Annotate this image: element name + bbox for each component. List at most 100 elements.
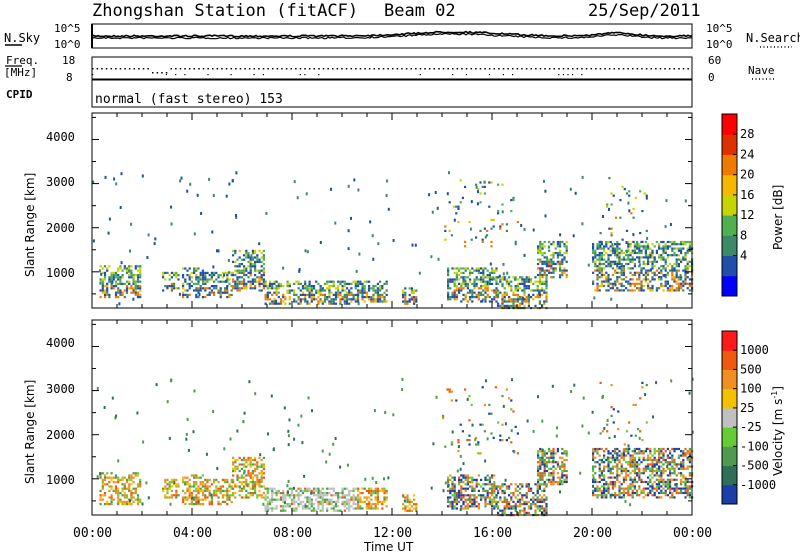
- scatter-cell: [541, 293, 544, 296]
- scatter-cell: [136, 291, 140, 294]
- scatter-cell: [495, 485, 498, 488]
- scatter-cell: [669, 289, 672, 292]
- scatter-cell: [364, 477, 367, 481]
- scatter-cell: [484, 280, 487, 283]
- scatter-cell: [275, 494, 278, 497]
- x-tick-label: 16:00: [473, 526, 512, 541]
- scatter-cell: [262, 271, 265, 274]
- scatter-cell: [464, 489, 467, 492]
- scatter-cell: [217, 503, 220, 506]
- scatter-cell: [644, 247, 647, 250]
- scatter-cell: [644, 487, 647, 490]
- scatter-cell: [642, 496, 645, 499]
- scatter-cell: [547, 245, 550, 249]
- scatter-cell: [651, 472, 654, 475]
- scatter-cell: [381, 287, 384, 290]
- scatter-cell: [387, 476, 390, 480]
- scatter-cell: [117, 494, 120, 497]
- scatter-cell: [642, 458, 645, 462]
- scatter-cell: [630, 212, 633, 215]
- scatter-cell: [495, 280, 498, 283]
- freq-tick-top: 18: [62, 54, 75, 67]
- scatter-cell: [317, 494, 320, 497]
- scatter-cell: [516, 494, 519, 497]
- scatter-cell: [260, 478, 263, 481]
- scatter-cell: [539, 478, 542, 481]
- scatter-cell: [99, 296, 102, 299]
- scatter-cell: [249, 465, 252, 468]
- scatter-cell: [293, 289, 296, 292]
- scatter-cell: [497, 210, 500, 213]
- scatter-cell: [677, 243, 680, 246]
- scatter-cell: [671, 265, 674, 268]
- scatter-cell: [605, 260, 608, 263]
- scatter-cell: [605, 245, 608, 248]
- scatter-cell: [193, 289, 196, 292]
- scatter-cell: [168, 485, 171, 488]
- scatter-cell: [404, 296, 407, 299]
- scatter-cell: [297, 423, 300, 427]
- scatter-cell: [631, 458, 634, 462]
- scatter-cell: [603, 280, 606, 283]
- scatter-cell: [539, 245, 542, 248]
- scatter-cell: [556, 465, 559, 468]
- scatter-cell: [326, 492, 329, 495]
- scatter-cell: [620, 452, 623, 455]
- scatter-cell: [625, 450, 628, 453]
- scatter-cell: [208, 492, 211, 495]
- scatter-cell: [219, 293, 222, 296]
- scatter-cell: [332, 509, 335, 512]
- scatter-cell: [651, 262, 654, 266]
- scatter-cell: [354, 300, 357, 303]
- nave-point: [318, 74, 320, 76]
- scatter-cell: [238, 485, 241, 489]
- scatter-cell: [260, 276, 263, 279]
- scatter-cell: [480, 478, 483, 481]
- scatter-cell: [552, 260, 555, 263]
- colorbar-tick-label: -1000: [740, 478, 776, 492]
- scatter-cell: [541, 287, 544, 290]
- scatter-cell: [236, 289, 239, 292]
- scatter-cell: [607, 483, 610, 486]
- scatter-cell: [536, 296, 539, 299]
- scatter-cell: [434, 191, 437, 194]
- scatter-cell: [279, 298, 283, 301]
- scatter-cell: [232, 285, 235, 288]
- scatter-cell: [625, 461, 628, 464]
- scatter-cell: [627, 487, 630, 490]
- scatter-cell: [243, 485, 246, 488]
- scatter-cell: [110, 472, 113, 475]
- scatter-cell: [204, 489, 207, 492]
- scatter-cell: [627, 280, 630, 283]
- scatter-cell: [251, 494, 254, 497]
- scatter-cell: [262, 254, 265, 257]
- scatter-cell: [616, 243, 619, 246]
- scatter-cell: [213, 492, 216, 495]
- scatter-cell: [541, 454, 544, 457]
- scatter-cell: [649, 467, 652, 470]
- scatter-cell: [684, 276, 687, 279]
- scatter-cell: [193, 476, 196, 479]
- scatter-cell: [98, 269, 101, 273]
- scatter-cell: [197, 487, 200, 490]
- scatter-cell: [114, 296, 118, 299]
- scatter-cell: [223, 447, 226, 451]
- scatter-cell: [682, 240, 685, 244]
- scatter-cell: [477, 296, 480, 299]
- scatter-cell: [647, 282, 650, 285]
- scatter-cell: [368, 487, 371, 490]
- scatter-cell: [633, 487, 636, 490]
- scatter-cell: [170, 287, 173, 290]
- scatter-cell: [139, 296, 142, 299]
- scatter-cell: [190, 492, 193, 495]
- scatter-cell: [134, 280, 137, 283]
- scatter-cell: [301, 287, 305, 290]
- freq-point: [687, 68, 689, 70]
- scatter-cell: [607, 262, 610, 266]
- scatter-cell: [512, 500, 515, 503]
- scatter-cell: [680, 276, 683, 279]
- scatter-cell: [519, 483, 522, 486]
- scatter-cell: [523, 278, 526, 281]
- scatter-cell: [326, 498, 329, 501]
- scatter-cell: [184, 481, 187, 484]
